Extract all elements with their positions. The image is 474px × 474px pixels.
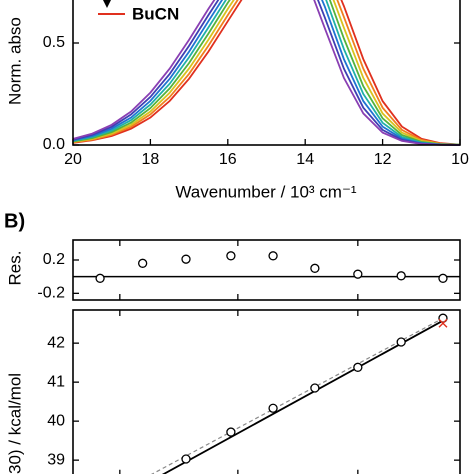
arrow <box>103 0 111 8</box>
y-axis-label: Res. <box>5 251 24 286</box>
fit-line <box>161 319 445 474</box>
x-tick-label: 18 <box>142 151 160 168</box>
data-point <box>226 427 236 437</box>
spectrum-line <box>72 0 461 146</box>
y-tick-label: 41 <box>47 373 65 390</box>
spectrum-line <box>72 0 461 146</box>
spectrum-line <box>72 0 461 146</box>
data-point <box>95 273 105 283</box>
y-tick-label: -0.2 <box>37 285 65 302</box>
plot-frame <box>72 0 461 146</box>
data-point <box>396 271 406 281</box>
data-point <box>268 403 278 413</box>
y-tick-label: 0.0 <box>43 136 65 153</box>
y-tick-label: 39 <box>47 451 65 468</box>
legend-label: BuCN <box>132 4 179 23</box>
y-axis-label: Norm. abso <box>5 17 24 105</box>
data-point <box>396 337 406 347</box>
data-point <box>438 313 448 323</box>
x-tick-label: 20 <box>64 151 82 168</box>
y-tick-label: 40 <box>47 412 65 429</box>
x-tick-label: 12 <box>374 151 392 168</box>
y-axis-label: 30) / kcal/mol <box>5 373 24 474</box>
x-axis-label: Wavenumber / 10³ cm⁻¹ <box>175 182 357 201</box>
plot-frame <box>72 239 461 301</box>
x-tick-label: 14 <box>296 151 314 168</box>
spectrum-line <box>72 0 461 146</box>
spectrum-line <box>72 0 461 146</box>
data-point <box>353 362 363 372</box>
spectrum-line <box>72 0 461 146</box>
data-point <box>310 263 320 273</box>
outlier-point <box>438 318 448 328</box>
spectrum-line <box>72 0 461 146</box>
data-point <box>181 454 191 464</box>
data-point <box>226 251 236 261</box>
spectrum-line <box>72 0 461 146</box>
data-point <box>181 254 191 264</box>
data-point <box>438 273 448 283</box>
plot-frame <box>72 309 461 474</box>
data-point <box>353 269 363 279</box>
x-tick-label: 16 <box>219 151 237 168</box>
data-point <box>268 251 278 261</box>
y-tick-label: 0.2 <box>43 251 65 268</box>
data-point <box>310 383 320 393</box>
y-tick-label: 0.5 <box>43 34 65 51</box>
data-point <box>138 258 148 268</box>
x-tick-label: 10 <box>451 151 469 168</box>
y-tick-label: 42 <box>47 334 65 351</box>
panel-label: B) <box>4 210 25 232</box>
